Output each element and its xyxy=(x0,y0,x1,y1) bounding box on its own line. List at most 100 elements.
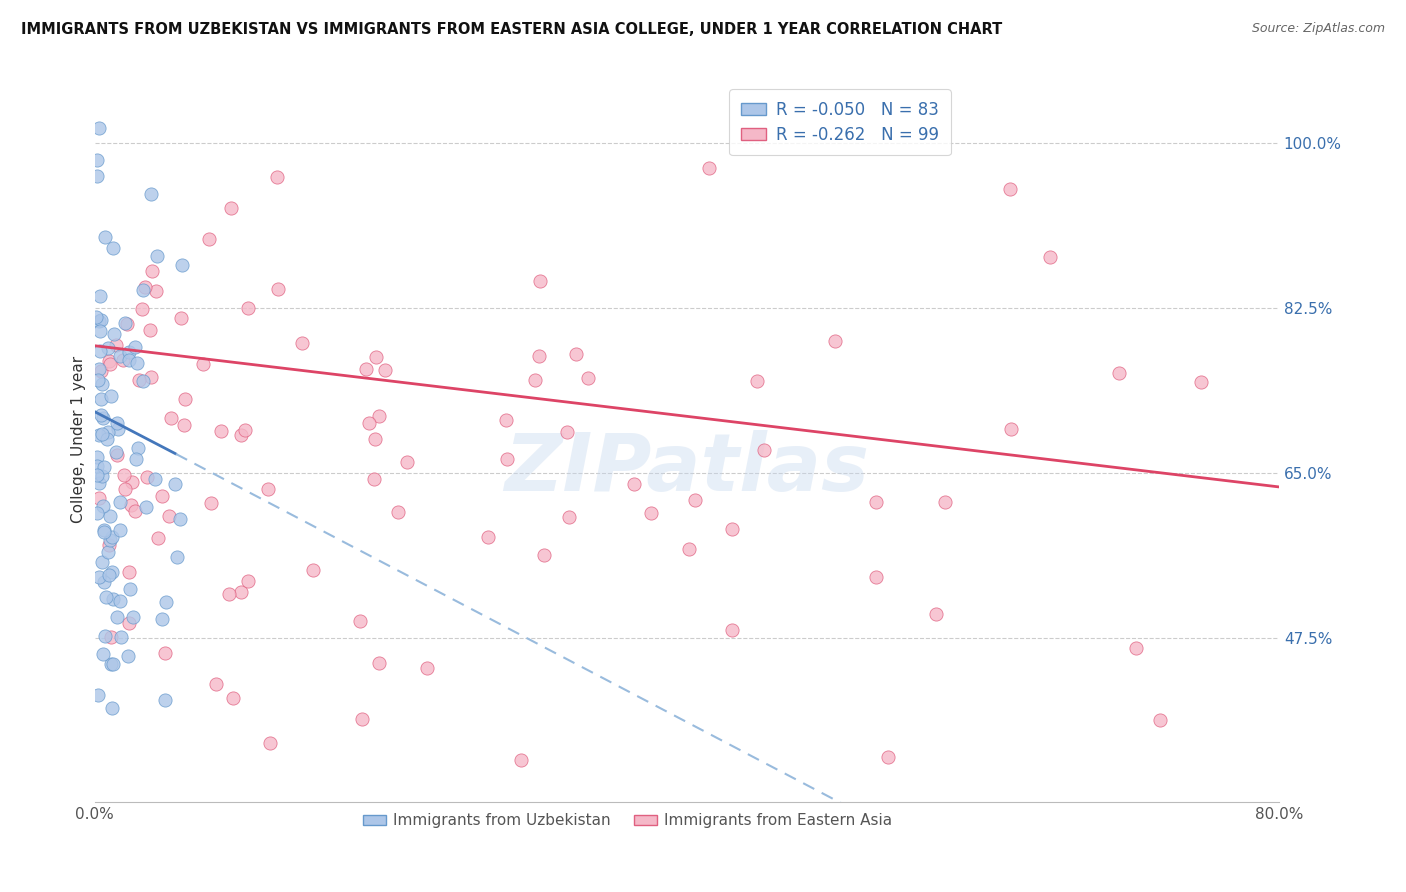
Point xyxy=(366,350,388,364)
Point xyxy=(93,229,115,244)
Point xyxy=(138,323,160,337)
Point xyxy=(529,274,551,288)
Point xyxy=(86,153,108,167)
Point xyxy=(257,482,280,496)
Y-axis label: College, Under 1 year: College, Under 1 year xyxy=(72,356,86,524)
Point xyxy=(86,310,108,324)
Point xyxy=(96,432,118,446)
Point xyxy=(135,500,157,515)
Point xyxy=(496,451,519,466)
Point xyxy=(114,483,136,497)
Point xyxy=(165,476,187,491)
Point xyxy=(97,425,120,439)
Point xyxy=(368,657,391,671)
Point xyxy=(697,161,720,175)
Point xyxy=(155,595,177,609)
Point xyxy=(754,442,776,457)
Point xyxy=(100,657,122,672)
Point xyxy=(174,392,197,406)
Point xyxy=(87,362,110,376)
Point xyxy=(173,417,195,432)
Point xyxy=(103,326,125,341)
Point xyxy=(118,565,141,579)
Point xyxy=(170,310,193,325)
Point xyxy=(396,455,419,469)
Point xyxy=(221,690,243,705)
Point xyxy=(108,349,131,363)
Point xyxy=(558,509,581,524)
Point xyxy=(101,700,124,714)
Point xyxy=(349,614,371,628)
Point xyxy=(118,352,141,367)
Point xyxy=(89,324,111,338)
Point xyxy=(90,468,112,483)
Point xyxy=(200,496,222,510)
Point xyxy=(107,422,129,436)
Point xyxy=(93,628,115,642)
Point xyxy=(101,657,124,672)
Point xyxy=(89,121,111,136)
Point xyxy=(105,417,128,431)
Point xyxy=(259,736,281,750)
Point xyxy=(1000,181,1022,195)
Point xyxy=(218,587,240,601)
Point xyxy=(87,428,110,442)
Point xyxy=(166,549,188,564)
Point xyxy=(623,477,645,491)
Point xyxy=(91,499,114,513)
Point xyxy=(90,408,112,422)
Point xyxy=(1039,250,1062,264)
Point xyxy=(118,615,141,630)
Point xyxy=(93,459,115,474)
Point xyxy=(127,356,149,370)
Point xyxy=(111,353,134,368)
Point xyxy=(169,511,191,525)
Point xyxy=(110,630,132,644)
Point xyxy=(86,506,108,520)
Point xyxy=(236,574,259,588)
Point xyxy=(374,363,396,377)
Point xyxy=(93,523,115,537)
Point xyxy=(367,409,389,423)
Point xyxy=(387,505,409,519)
Point xyxy=(231,585,253,599)
Point xyxy=(865,495,887,509)
Point xyxy=(90,427,112,442)
Point xyxy=(934,495,956,509)
Point xyxy=(117,648,139,663)
Point xyxy=(108,495,131,509)
Point xyxy=(510,753,533,767)
Point xyxy=(100,389,122,403)
Point xyxy=(925,607,948,622)
Point xyxy=(155,693,177,707)
Point xyxy=(86,169,108,183)
Point xyxy=(576,371,599,385)
Point xyxy=(97,342,120,356)
Text: IMMIGRANTS FROM UZBEKISTAN VS IMMIGRANTS FROM EASTERN ASIA COLLEGE, UNDER 1 YEAR: IMMIGRANTS FROM UZBEKISTAN VS IMMIGRANTS… xyxy=(21,22,1002,37)
Point xyxy=(124,504,146,518)
Point xyxy=(112,467,135,482)
Point xyxy=(101,592,124,607)
Point xyxy=(363,471,385,485)
Point xyxy=(533,548,555,562)
Point xyxy=(105,610,128,624)
Point xyxy=(564,346,586,360)
Point xyxy=(150,489,173,503)
Point xyxy=(477,529,499,543)
Point xyxy=(118,345,141,359)
Point xyxy=(354,362,377,376)
Point xyxy=(86,450,108,465)
Point xyxy=(93,648,115,662)
Point xyxy=(721,522,744,536)
Point xyxy=(824,334,846,348)
Point xyxy=(98,538,121,552)
Point xyxy=(87,475,110,490)
Point xyxy=(121,475,143,489)
Point xyxy=(302,563,325,577)
Point xyxy=(89,491,111,506)
Point xyxy=(90,364,112,378)
Point xyxy=(291,335,314,350)
Point xyxy=(101,241,124,255)
Point xyxy=(150,612,173,626)
Point xyxy=(1149,713,1171,727)
